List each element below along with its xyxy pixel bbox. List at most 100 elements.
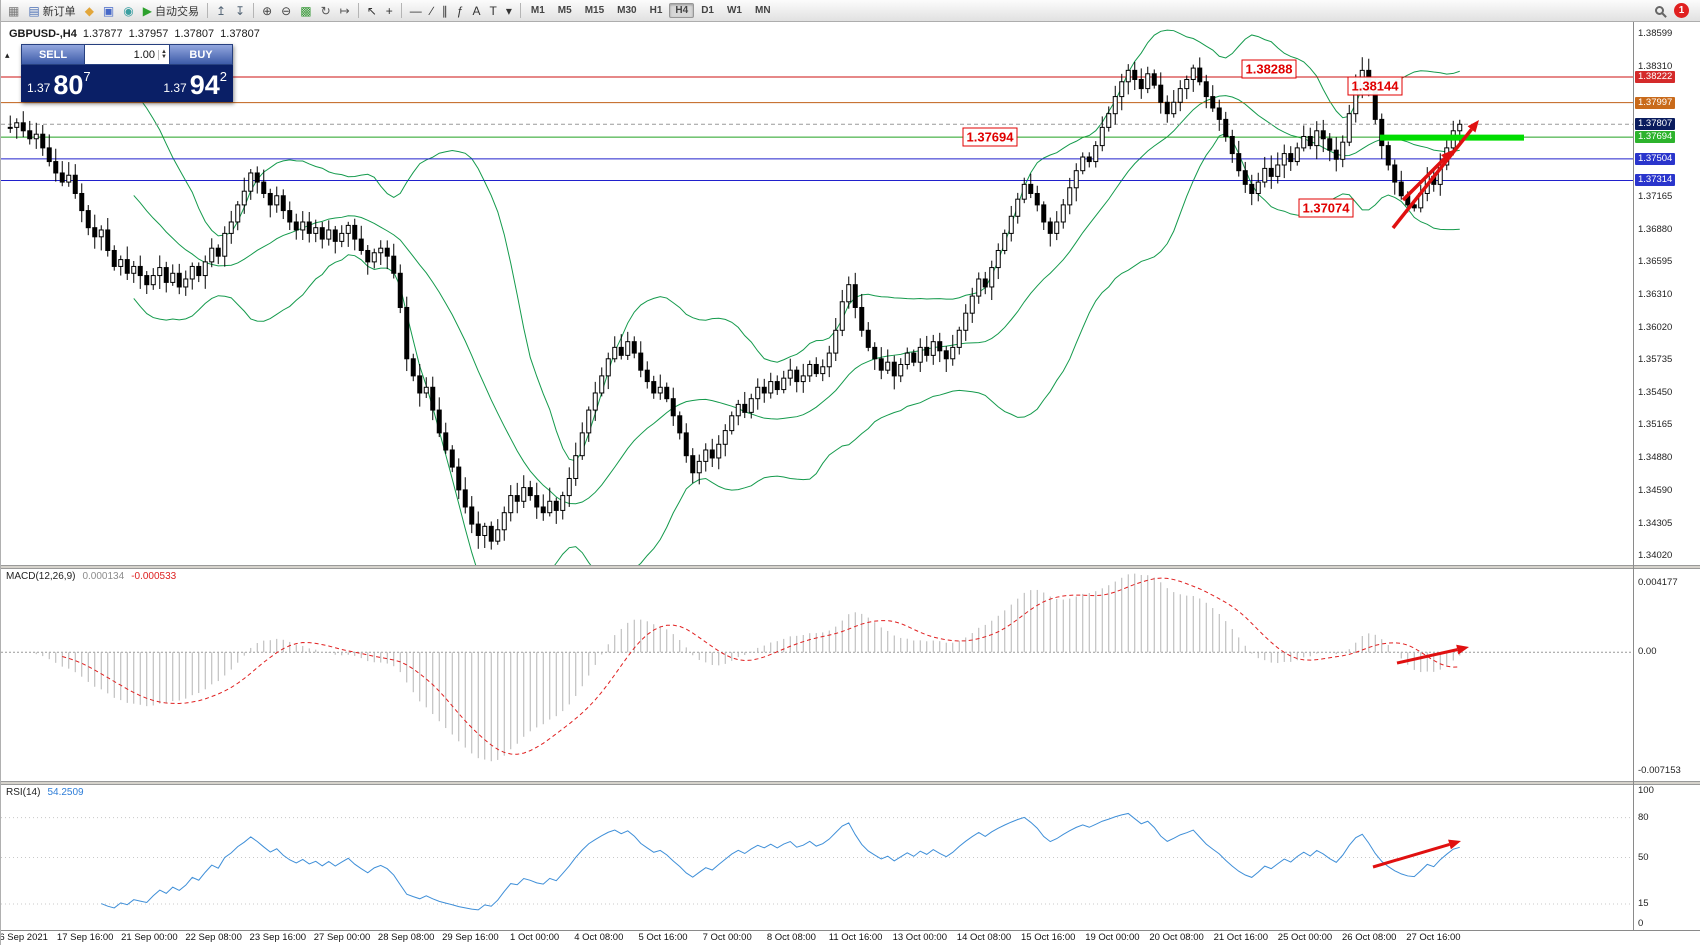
time-axis-label: 22 Sep 08:00 bbox=[185, 932, 242, 943]
ask-int: 1.37 bbox=[163, 81, 187, 95]
cursor-icon[interactable]: ↖ bbox=[363, 2, 381, 20]
time-axis-label: 27 Sep 00:00 bbox=[313, 932, 371, 943]
ask-big: 94 bbox=[189, 70, 220, 100]
time-axis-label: 23 Sep 16:00 bbox=[249, 932, 307, 943]
fibonacci-icon[interactable]: ƒ bbox=[453, 2, 468, 20]
help-icon[interactable]: ◉ bbox=[119, 2, 137, 20]
market-watch-icon-icon: ▣ bbox=[102, 3, 115, 18]
price-axis-label: 1.36880 bbox=[1638, 223, 1673, 235]
crosshair-icon[interactable]: + bbox=[382, 2, 397, 20]
price-axis-label: 1.37997 bbox=[1635, 96, 1676, 109]
new-order-button-label: 新订单 bbox=[42, 5, 76, 18]
ohlc-open: 1.37877 bbox=[82, 28, 123, 40]
buy-button[interactable]: BUY bbox=[169, 44, 233, 65]
price-axis-label: 1.34020 bbox=[1638, 550, 1673, 561]
toolbar-separator bbox=[357, 3, 359, 18]
trendline-icon-icon: ∕ bbox=[430, 3, 433, 18]
indicator-list-icon[interactable]: ↥ bbox=[212, 2, 230, 20]
volume-field[interactable]: 1.00 ▲ ▼ bbox=[85, 44, 169, 65]
price-axis-label: 1.38222 bbox=[1635, 70, 1676, 83]
timeframe-m30[interactable]: M30 bbox=[617, 5, 637, 16]
volume-down-icon[interactable]: ▼ bbox=[161, 53, 167, 60]
autotrading-icon: ▶ bbox=[142, 3, 152, 18]
one-click-toggle[interactable]: ▴ bbox=[5, 50, 10, 60]
new-order-button[interactable]: ▤ 新订单 bbox=[24, 2, 79, 20]
time-axis-label: 16 Sep 2021 bbox=[1, 932, 48, 943]
toolbar-separator bbox=[206, 3, 208, 18]
market-watch-icon[interactable]: ▣ bbox=[99, 2, 118, 20]
timeframe-mn[interactable]: MN bbox=[754, 5, 771, 16]
arrows-dropdown-icon-icon: ▾ bbox=[505, 3, 512, 18]
chart-shift-icon[interactable]: ↦ bbox=[336, 2, 354, 20]
text-label-icon-icon: T bbox=[489, 3, 497, 18]
text-icon[interactable]: A bbox=[468, 2, 484, 20]
macd-canvas[interactable] bbox=[1, 569, 1633, 781]
time-axis-label: 5 Oct 16:00 bbox=[638, 932, 688, 943]
panel-separator[interactable] bbox=[1, 781, 1700, 785]
sell-button[interactable]: SELL bbox=[21, 44, 85, 65]
price-annotation[interactable]: 1.38288 bbox=[1241, 59, 1297, 79]
data-window-icon-icon: ↧ bbox=[235, 3, 246, 18]
macd-header: MACD(12,26,9) 0.000134 -0.000533 bbox=[6, 571, 176, 582]
rsi-axis-label: 80 bbox=[1638, 811, 1649, 823]
arrows-dropdown-icon[interactable]: ▾ bbox=[502, 2, 516, 20]
price-axis-label: 1.34590 bbox=[1638, 485, 1673, 497]
charts-window-icon[interactable]: ▦ bbox=[4, 2, 23, 20]
volume-stepper[interactable]: ▲ ▼ bbox=[158, 48, 167, 60]
zoom-out-icon[interactable]: ⊖ bbox=[277, 2, 295, 20]
cursor-icon-icon: ↖ bbox=[366, 3, 377, 18]
price-axis-label: 1.35450 bbox=[1638, 386, 1673, 398]
price-axis-label: 1.36595 bbox=[1638, 256, 1673, 268]
price-axis-label: 1.37504 bbox=[1635, 152, 1676, 165]
time-axis-label: 17 Sep 16:00 bbox=[56, 932, 114, 943]
bid-price[interactable]: 1.37 80 7 bbox=[25, 65, 93, 102]
zoom-in-icon[interactable]: ⊕ bbox=[258, 2, 276, 20]
timeframe-h4[interactable]: H4 bbox=[669, 3, 695, 18]
price-axis-label: 1.38599 bbox=[1638, 28, 1673, 39]
ask-price[interactable]: 1.37 94 2 bbox=[161, 65, 229, 102]
autotrading-button-label: 自动交易 bbox=[154, 5, 199, 18]
rsi-header: RSI(14) 54.2509 bbox=[6, 787, 84, 798]
data-window-icon[interactable]: ↧ bbox=[231, 2, 249, 20]
timeframe-h1[interactable]: H1 bbox=[649, 5, 663, 16]
tile-windows-icon[interactable]: ▩ bbox=[296, 2, 315, 20]
rsi-canvas[interactable] bbox=[1, 785, 1633, 930]
timeframe-m15[interactable]: M15 bbox=[584, 5, 605, 16]
price-axis-label: 1.34305 bbox=[1638, 517, 1673, 529]
panel-separator[interactable] bbox=[1, 565, 1700, 569]
charts-window-icon-icon: ▦ bbox=[8, 3, 20, 18]
price-axis-label: 1.35735 bbox=[1638, 354, 1673, 366]
rsi-axis-label: 0 bbox=[1638, 918, 1644, 929]
equidistant-channel-icon[interactable]: ∥ bbox=[438, 2, 452, 20]
rsi-label: RSI(14) bbox=[6, 787, 41, 798]
time-axis-label: 8 Oct 08:00 bbox=[766, 932, 816, 943]
timeframe-m5[interactable]: M5 bbox=[557, 5, 572, 16]
bid-sup: 7 bbox=[83, 69, 91, 84]
volume-value[interactable]: 1.00 bbox=[133, 48, 156, 61]
autotrading-button[interactable]: ▶ 自动交易 bbox=[139, 2, 203, 20]
main-chart-canvas[interactable] bbox=[1, 22, 1633, 565]
auto-scroll-icon[interactable]: ↻ bbox=[317, 2, 335, 20]
time-axis-label: 26 Oct 08:00 bbox=[1341, 932, 1397, 943]
timeframe-w1[interactable]: W1 bbox=[726, 5, 742, 16]
volume-up-icon[interactable]: ▲ bbox=[161, 48, 167, 55]
price-annotation[interactable]: 1.37694 bbox=[962, 127, 1018, 147]
notification-badge[interactable]: 1 bbox=[1674, 3, 1689, 18]
timeframe-d1[interactable]: D1 bbox=[701, 5, 714, 16]
symbol-header: GBPUSD-,H4 1.37877 1.37957 1.37807 1.378… bbox=[9, 28, 260, 40]
search-icon[interactable] bbox=[1655, 6, 1664, 15]
macd-panel: MACD(12,26,9) 0.000134 -0.000533 bbox=[1, 569, 1633, 781]
trade-widget-controls: SELL 1.00 ▲ ▼ BUY bbox=[21, 44, 233, 65]
price-annotation[interactable]: 1.37074 bbox=[1298, 198, 1354, 218]
mql-community-icon[interactable]: ◆ bbox=[81, 2, 98, 20]
text-label-icon[interactable]: T bbox=[486, 2, 501, 20]
time-axis-label: 28 Sep 08:00 bbox=[377, 932, 435, 943]
price-annotation[interactable]: 1.38144 bbox=[1347, 76, 1403, 96]
time-axis-label: 14 Oct 08:00 bbox=[956, 932, 1012, 943]
time-axis[interactable]: 16 Sep 2021 17 Sep 16:00 21 Sep 00:00 22 Se… bbox=[1, 930, 1700, 945]
price-axis[interactable]: 1.38599 1.38310 1.38222 1.37997 1.37807 1.376… bbox=[1634, 22, 1700, 930]
timeframe-m1[interactable]: M1 bbox=[530, 5, 545, 16]
horizontal-line-icon[interactable]: ― bbox=[406, 2, 426, 20]
trendline-icon[interactable]: ∕ bbox=[427, 2, 437, 20]
